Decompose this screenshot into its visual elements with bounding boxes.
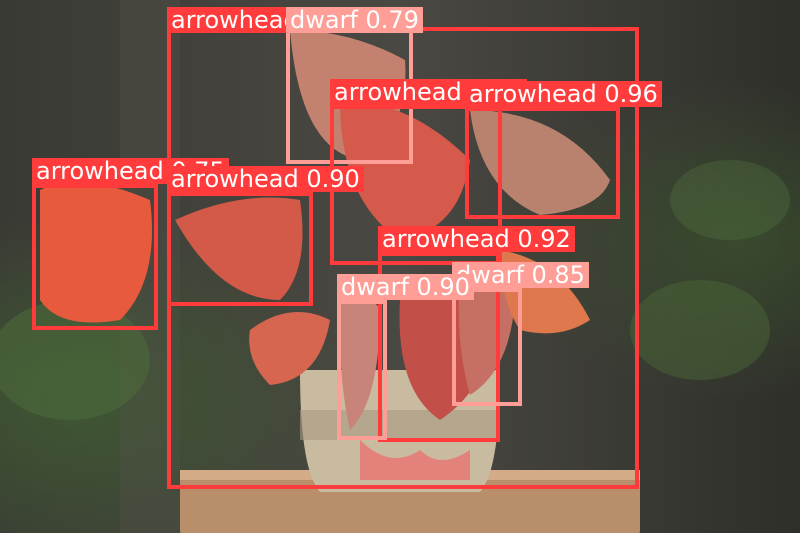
detection-label: arrowhead 0.96 (465, 81, 662, 107)
detection-box-arrowhead: arrowhead 0.96 (465, 81, 662, 219)
detection-label: dwarf 0.79 (286, 7, 423, 33)
detection-box-dwarf: dwarf 0.85 (452, 262, 589, 406)
detection-box-arrowhead: arrowhead 0.90 (167, 166, 364, 306)
detection-box-dwarf: dwarf 0.90 (337, 274, 474, 440)
detection-label: arrowhead 0.90 (167, 166, 364, 192)
detection-box-arrowhead: arrowhead 0.75 (32, 158, 229, 330)
detection-box-dwarf: dwarf 0.79 (286, 7, 423, 164)
detection-label: dwarf 0.90 (337, 274, 474, 300)
detection-label: dwarf 0.85 (452, 262, 589, 288)
detection-label: arrowhead 0.92 (378, 226, 575, 252)
detection-box-arrowhead: arrowhead 0.92 (378, 226, 575, 442)
